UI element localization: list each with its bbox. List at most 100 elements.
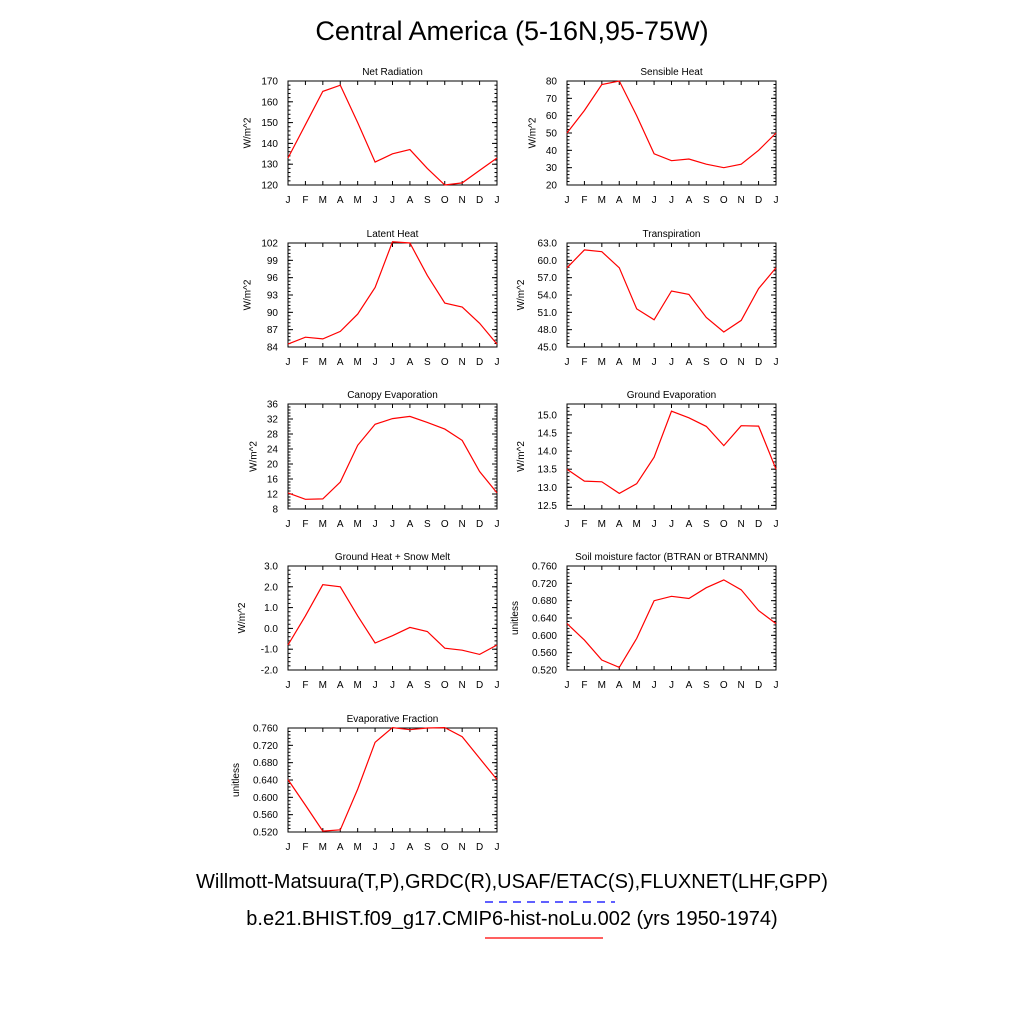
model-series-line — [287, 584, 498, 656]
y-tick-label: 32 — [267, 415, 279, 426]
model-series-line — [287, 726, 498, 832]
x-tick-label: N — [459, 842, 466, 853]
x-tick-label: A — [686, 680, 693, 691]
x-tick-label: D — [476, 842, 483, 853]
x-tick-label: A — [616, 680, 623, 691]
y-axis-label: W/m^2 — [237, 602, 248, 633]
y-axis-label: unitless — [231, 763, 242, 797]
x-tick-label: N — [738, 357, 745, 368]
y-tick-label: 14.0 — [538, 447, 558, 458]
y-tick-label: 87 — [267, 325, 279, 336]
x-tick-label: J — [774, 519, 779, 530]
plot-frame — [566, 565, 777, 671]
x-tick-label: D — [476, 195, 483, 206]
x-tick-label: J — [652, 357, 657, 368]
panel-title: Sensible Heat — [640, 67, 702, 78]
x-tick-label: A — [407, 357, 414, 368]
x-tick-label: O — [441, 357, 449, 368]
x-tick-label: A — [407, 842, 414, 853]
y-tick-label: 14.5 — [538, 428, 558, 439]
y-tick-label: 8 — [272, 505, 278, 516]
y-tick-label: 0.600 — [532, 631, 557, 642]
y-tick-label: 13.0 — [538, 483, 558, 494]
panel-title: Canopy Evaporation — [347, 390, 438, 401]
x-tick-label: J — [652, 195, 657, 206]
x-tick-label: J — [565, 519, 570, 530]
x-tick-label: N — [459, 519, 466, 530]
x-tick-label: J — [373, 680, 378, 691]
y-tick-label: 0.680 — [253, 758, 278, 769]
panel-title: Ground Heat + Snow Melt — [335, 552, 451, 563]
model-series-line — [566, 410, 777, 495]
y-tick-label: 70 — [546, 94, 558, 105]
x-tick-label: F — [302, 680, 308, 691]
x-tick-label: J — [495, 357, 500, 368]
x-tick-label: J — [373, 519, 378, 530]
y-tick-label: 0.680 — [532, 596, 557, 607]
x-tick-label: M — [598, 195, 606, 206]
x-tick-label: F — [581, 680, 587, 691]
x-tick-label: A — [337, 519, 344, 530]
model-series-line — [566, 249, 777, 333]
x-tick-label: O — [720, 195, 728, 206]
x-tick-label: J — [286, 842, 291, 853]
legend-label: b.e21.BHIST.f09_g17.CMIP6-hist-noLu.002 … — [246, 908, 778, 930]
y-axis-label: unitless — [510, 601, 521, 635]
x-tick-label: O — [720, 357, 728, 368]
y-tick-label: 120 — [261, 181, 278, 192]
figure-title: Central America (5-16N,95-75W) — [315, 16, 709, 46]
x-tick-label: M — [319, 357, 327, 368]
x-tick-label: J — [495, 519, 500, 530]
y-tick-label: 96 — [267, 273, 279, 284]
x-tick-label: O — [441, 680, 449, 691]
y-tick-label: 0.520 — [253, 828, 278, 839]
x-tick-label: S — [424, 842, 431, 853]
x-tick-label: S — [424, 519, 431, 530]
y-axis-label: W/m^2 — [516, 441, 527, 472]
y-tick-label: 57.0 — [538, 273, 558, 284]
y-tick-label: 16 — [267, 475, 279, 486]
x-tick-label: F — [302, 357, 308, 368]
y-tick-label: 12.5 — [538, 501, 558, 512]
x-tick-label: O — [441, 195, 449, 206]
x-tick-label: A — [337, 842, 344, 853]
x-tick-label: J — [495, 680, 500, 691]
x-tick-label: J — [286, 195, 291, 206]
y-tick-label: 30 — [546, 163, 558, 174]
x-tick-label: J — [669, 519, 674, 530]
x-tick-label: J — [774, 680, 779, 691]
plot-frame — [287, 565, 498, 671]
y-tick-label: 12 — [267, 490, 279, 501]
y-tick-label: 84 — [267, 343, 279, 354]
y-tick-label: 0.760 — [253, 724, 278, 735]
y-axis-label: W/m^2 — [516, 279, 527, 310]
x-tick-label: D — [476, 680, 483, 691]
y-tick-label: 20 — [546, 181, 558, 192]
x-tick-label: J — [565, 357, 570, 368]
y-tick-label: 0.640 — [532, 614, 557, 625]
y-tick-label: 15.0 — [538, 410, 558, 421]
plot-frame — [566, 242, 777, 348]
x-tick-label: N — [738, 195, 745, 206]
x-tick-label: J — [495, 842, 500, 853]
x-tick-label: J — [652, 519, 657, 530]
x-tick-label: D — [755, 519, 762, 530]
y-tick-label: 0.760 — [532, 562, 557, 573]
x-tick-label: S — [424, 195, 431, 206]
x-tick-label: N — [459, 195, 466, 206]
x-tick-label: O — [441, 519, 449, 530]
plot-frame — [287, 727, 498, 833]
y-tick-label: 0.600 — [253, 793, 278, 804]
y-tick-label: 170 — [261, 77, 278, 88]
x-tick-label: A — [337, 195, 344, 206]
y-tick-label: 0.720 — [253, 741, 278, 752]
x-tick-label: A — [616, 195, 623, 206]
legend-swatch-model — [485, 937, 603, 939]
x-tick-label: F — [302, 842, 308, 853]
x-tick-label: M — [353, 842, 361, 853]
